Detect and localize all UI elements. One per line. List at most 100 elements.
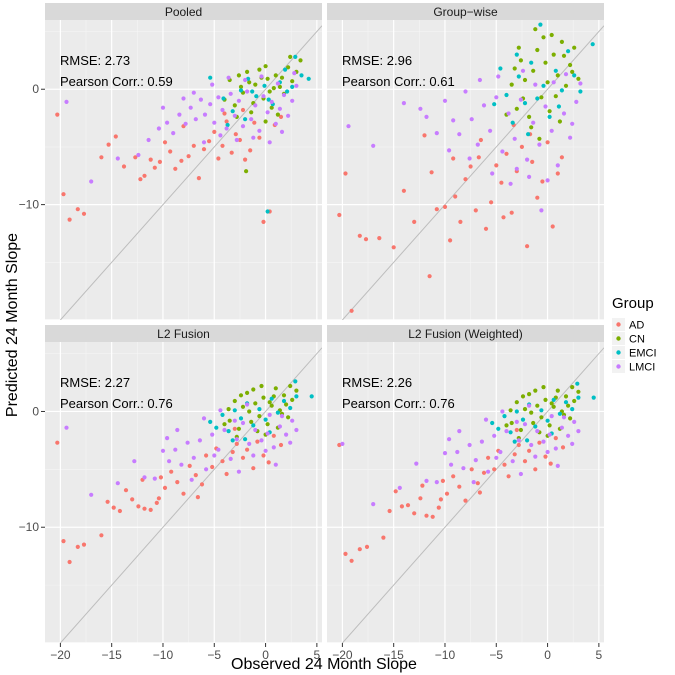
data-points [55,379,314,565]
data-point-lmci [193,117,198,122]
data-point-ad [560,445,566,450]
data-point-emci [570,407,575,412]
data-point-cn [240,404,246,409]
data-point-ad [483,226,489,231]
data-point-ad [506,474,511,479]
data-point-emci [294,394,299,399]
data-point-lmci [471,480,476,485]
data-point-cn [504,423,509,428]
data-point-cn [288,383,293,389]
data-point-ad [440,478,445,483]
data-point-lmci [152,476,157,481]
data-point-ad [186,154,191,159]
data-point-ad [412,219,417,224]
data-point-emci [563,400,569,405]
panel-annotation: Pearson Corr.: 0.59 [60,74,173,89]
data-point-lmci [197,438,202,443]
data-point-cn [294,388,299,393]
data-point-emci [265,209,270,214]
data-point-cn [561,53,567,58]
data-point-cn [570,69,575,74]
panel-annotation: RMSE: 2.26 [342,375,412,390]
data-point-emci [535,96,540,101]
data-point-emci [551,397,556,402]
data-point-lmci [545,449,550,455]
data-point-ad [55,112,60,117]
data-point-lmci [518,471,524,477]
data-point-ad [463,177,468,182]
data-point-ad [519,144,525,149]
data-point-ad [169,469,174,474]
data-point-cn [512,66,517,71]
data-point-cn [572,45,577,50]
data-point-cn [555,73,560,78]
data-point-emci [269,396,274,401]
data-point-cn [245,69,250,74]
data-point-emci [575,381,580,386]
data-point-lmci [479,439,484,444]
data-point-ad [555,171,560,176]
data-point-lmci [218,408,223,413]
data-point-ad [424,513,429,518]
data-point-lmci [518,97,524,102]
data-point-cn [563,83,569,88]
legend-key-ad [616,322,621,327]
data-point-cn [265,422,270,427]
data-point-lmci [475,142,480,147]
data-point-emci [529,60,534,65]
facet-strip [45,3,322,20]
data-point-lmci [136,152,141,158]
data-point-lmci [234,137,239,143]
data-point-ad [257,135,262,140]
data-point-emci [490,420,495,426]
data-point-cn [527,114,532,119]
data-point-cn [545,80,550,85]
data-point-ad [412,511,417,516]
data-point-ad [75,207,80,212]
legend-label: LMCI [629,362,655,374]
data-point-lmci [469,117,474,122]
data-point-lmci [273,121,278,126]
data-point-emci [508,430,513,435]
data-points [337,22,595,313]
data-point-cn [267,89,272,94]
x-tick-label: −5 [207,648,221,662]
data-point-ad [533,467,538,472]
data-point-lmci [175,427,180,433]
data-point-ad [216,156,221,161]
data-point-cn [236,73,241,78]
data-point-cn [245,390,250,395]
data-point-lmci [549,128,554,133]
data-point-emci [566,49,571,54]
data-point-ad [442,204,448,209]
data-point-lmci [461,466,466,471]
data-point-lmci [115,481,120,486]
data-point-lmci [555,463,560,468]
data-point-ad [522,459,528,464]
data-point-lmci [146,137,151,143]
data-points [55,54,311,224]
legend-key-emci [616,350,621,355]
data-point-lmci [537,142,542,147]
data-point-lmci [494,95,499,100]
data-point-cn [557,119,563,124]
data-point-emci [290,84,295,89]
data-point-cn [298,58,303,63]
data-point-lmci [533,82,538,87]
data-point-lmci [397,485,402,490]
data-point-lmci [253,103,258,108]
data-point-cn [529,125,534,130]
data-point-emci [257,407,262,412]
data-point-lmci [257,128,262,133]
data-point-cn [533,388,538,393]
data-point-lmci [457,132,462,137]
data-point-emci [293,379,298,384]
data-point-ad [357,547,362,552]
data-point-ad [540,179,545,184]
data-point-ad [278,442,284,448]
data-points [337,381,596,563]
data-point-lmci [286,113,291,118]
data-point-lmci [294,83,299,88]
data-point-ad [142,506,147,511]
data-point-lmci [167,459,172,464]
